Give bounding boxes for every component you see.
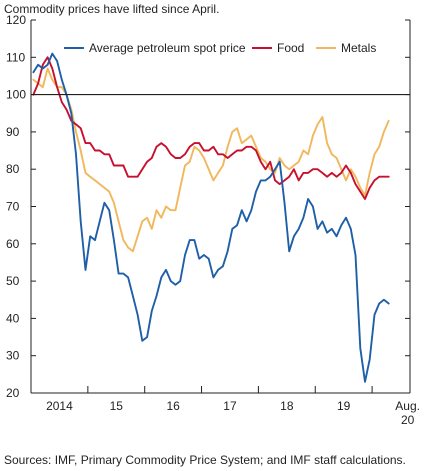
- y-tick-label: 110: [6, 50, 25, 64]
- chart-source: Sources: IMF, Primary Commodity Price Sy…: [4, 453, 406, 467]
- x-axis-ticks: [87, 386, 373, 393]
- x-tick-label: Aug. 20: [395, 399, 420, 427]
- series-line-metals: [32, 67, 390, 253]
- y-tick-label: 70: [6, 200, 20, 214]
- y-tick-label: 30: [6, 349, 20, 363]
- legend-label-petroleum: Average petroleum spot price: [89, 41, 246, 55]
- y-tick-label: 20: [6, 386, 20, 400]
- y-tick-label: 90: [6, 125, 20, 139]
- x-axis-labels: 2014 15 16 17 18 19 Aug. 20: [46, 399, 420, 427]
- y-tick-label: 80: [6, 162, 20, 176]
- x-tick-label: 17: [223, 399, 237, 413]
- chart-subtitle: Commodity prices have lifted since April…: [4, 2, 220, 16]
- legend: Average petroleum spot price Food Metals: [64, 41, 376, 55]
- series-layer: [32, 52, 390, 383]
- x-tick-label: 15: [110, 399, 124, 413]
- series-line-petroleum: [32, 52, 390, 383]
- y-tick-label: 40: [6, 311, 20, 325]
- y-tick-label: 120: [6, 13, 26, 27]
- x-tick-label: 18: [280, 399, 294, 413]
- y-tick-label: 60: [6, 237, 20, 251]
- plot-frame: [30, 19, 411, 394]
- y-axis-labels: 20 30 40 50 60 70 80 90 100 110 120: [6, 13, 26, 400]
- legend-label-metals: Metals: [341, 41, 376, 55]
- x-tick-label: 19: [337, 399, 351, 413]
- legend-label-food: Food: [277, 41, 304, 55]
- series-line-food: [32, 56, 390, 200]
- y-tick-label: 50: [6, 274, 20, 288]
- x-tick-label: 2014: [46, 399, 73, 413]
- y-tick-label: 100: [6, 88, 26, 102]
- x-tick-label: 16: [166, 399, 180, 413]
